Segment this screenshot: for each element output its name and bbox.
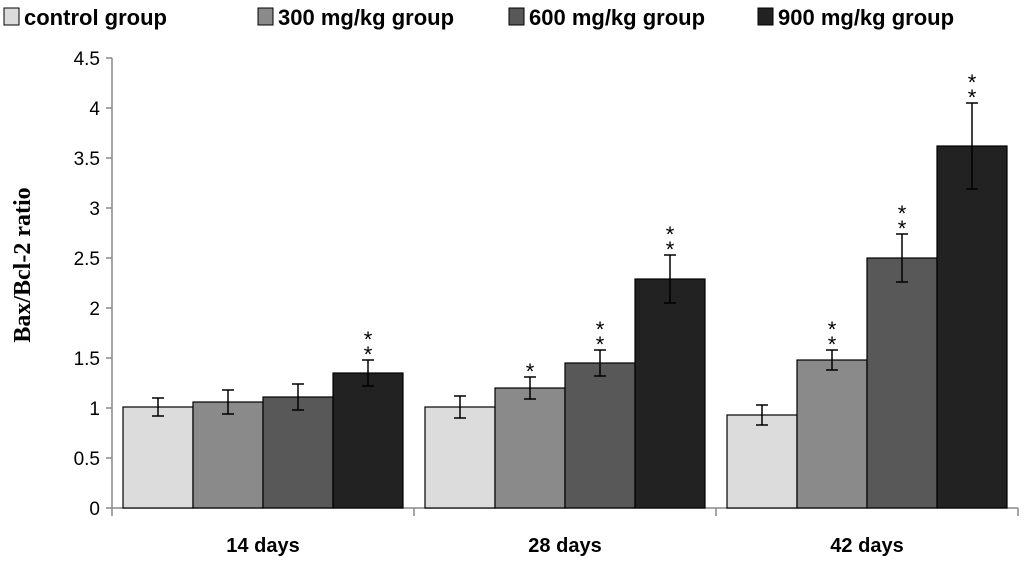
- y-axis: 0 0.5 1 1.5 2 2.5 3 3.5 4 4.5: [74, 49, 113, 520]
- x-tick-label: 14 days: [226, 535, 299, 557]
- bar: [424, 406, 496, 509]
- significance-mark: *: [364, 327, 373, 352]
- x-tick-label: 28 days: [528, 535, 601, 557]
- legend: control group 300 mg/kg group 600 mg/kg gr…: [3, 5, 954, 30]
- y-tick-label: 4: [89, 99, 100, 120]
- significance-mark: *: [666, 237, 675, 262]
- significance-mark: *: [828, 332, 837, 357]
- bar: [332, 372, 404, 509]
- significance-mark: *: [898, 201, 907, 226]
- y-tick-label: 3.5: [74, 149, 100, 170]
- error-bars: [152, 102, 978, 426]
- y-tick-label: 2.5: [74, 249, 100, 270]
- legend-label: control group: [24, 5, 167, 30]
- significance-mark: *: [526, 359, 535, 384]
- y-tick-label: 1: [89, 399, 100, 420]
- bar: [262, 396, 334, 509]
- bar: [122, 406, 194, 509]
- x-axis: 14 days 28 days 42 days: [111, 507, 1019, 557]
- significance-mark: *: [666, 222, 675, 247]
- bar: [936, 145, 1008, 509]
- bar: [634, 278, 706, 509]
- legend-swatch: [508, 7, 525, 26]
- legend-swatch: [3, 7, 20, 26]
- legend-swatch: [257, 7, 274, 26]
- significance-mark: *: [968, 70, 977, 95]
- legend-label: 900 mg/kg group: [778, 5, 954, 30]
- significance-mark: *: [968, 85, 977, 110]
- bar: [726, 414, 798, 509]
- y-tick-label: 4.5: [74, 49, 100, 70]
- y-tick-label: 0: [89, 499, 100, 520]
- legend-label: 300 mg/kg group: [278, 5, 454, 30]
- bar: [564, 362, 636, 509]
- bar: [796, 359, 868, 509]
- y-tick-label: 0.5: [74, 449, 100, 470]
- y-tick-label: 2: [89, 299, 100, 320]
- significance-mark: *: [828, 317, 837, 342]
- y-tick-label: 3: [89, 199, 100, 220]
- legend-label: 600 mg/kg group: [529, 5, 705, 30]
- significance-mark: *: [596, 332, 605, 357]
- legend-swatch: [757, 7, 774, 26]
- significance-mark: *: [364, 342, 373, 367]
- bar: [192, 401, 264, 509]
- bar: [494, 387, 566, 509]
- significance-marks: *************: [364, 70, 977, 384]
- x-tick-label: 42 days: [830, 535, 903, 557]
- significance-mark: *: [898, 216, 907, 241]
- bars: [122, 145, 1008, 509]
- bar: [866, 257, 938, 509]
- y-tick-label: 1.5: [74, 349, 100, 370]
- significance-mark: *: [596, 317, 605, 342]
- y-axis-label: Bax/Bcl-2 ratio: [10, 187, 36, 342]
